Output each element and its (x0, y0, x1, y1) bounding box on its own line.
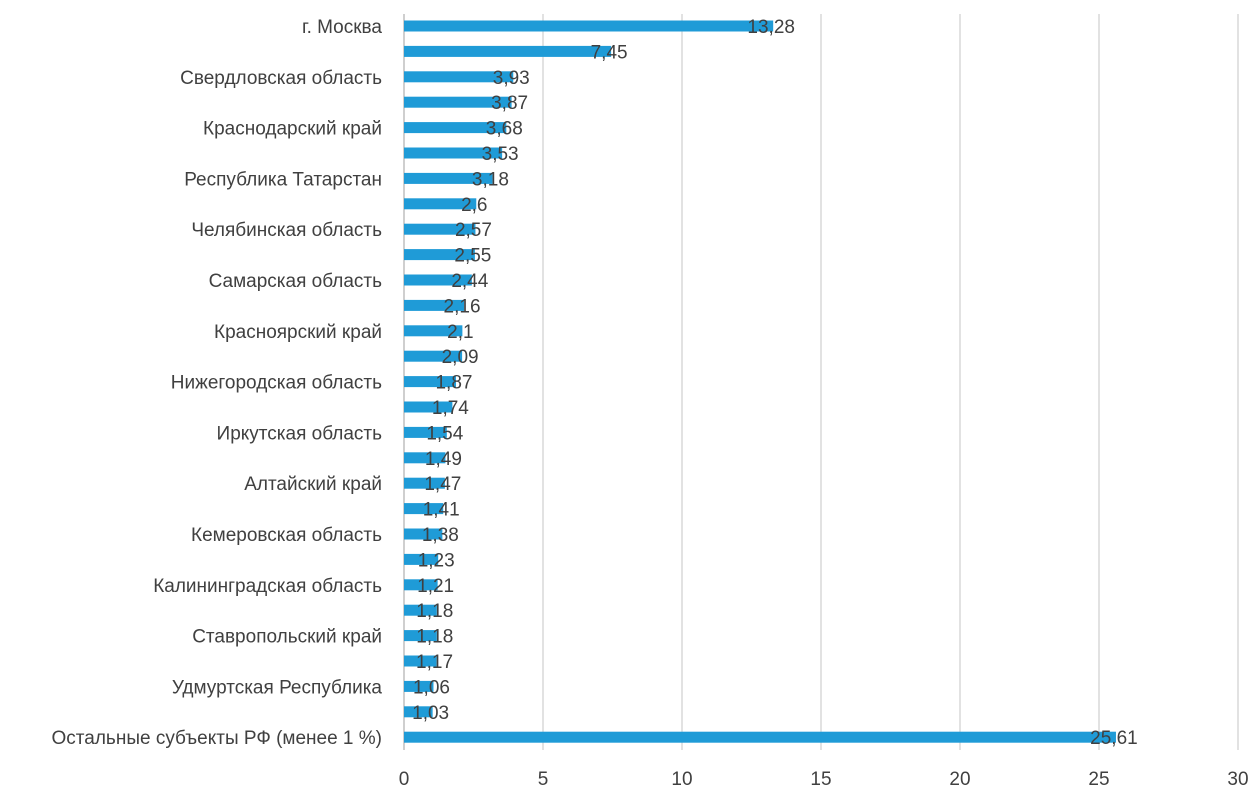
bar (404, 680, 434, 692)
data-label: 1,54 (426, 423, 463, 444)
x-tick-label: 25 (1088, 769, 1109, 789)
bar (404, 376, 456, 388)
bar (404, 655, 437, 667)
bars (404, 20, 1116, 743)
data-label: 1,38 (422, 525, 459, 546)
category-label: Краснодарский край (203, 119, 382, 140)
bar (404, 477, 445, 489)
data-label: 13,28 (747, 17, 795, 38)
x-tick-label: 20 (949, 769, 970, 789)
bar (404, 249, 475, 261)
data-label: 1,06 (413, 677, 450, 698)
data-label: 3,93 (493, 68, 530, 89)
bar (404, 630, 437, 642)
category-label: Иркутская область (217, 423, 383, 444)
bar (404, 122, 507, 134)
bar (404, 731, 1116, 743)
data-label: 1,18 (416, 627, 453, 648)
category-label: Свердловская область (180, 68, 382, 89)
data-label: 1,74 (432, 398, 469, 419)
data-label: 2,1 (447, 322, 473, 343)
category-label: Кемеровская область (191, 525, 382, 546)
category-label: Нижегородская область (171, 373, 382, 394)
x-tick-labels: 0 5 10 15 20 25 30 (399, 769, 1249, 790)
bar (404, 274, 472, 286)
bar (404, 147, 503, 159)
data-label: 1,21 (417, 576, 454, 597)
data-label: 2,57 (455, 220, 492, 241)
data-label: 3,68 (486, 119, 523, 140)
data-label: 2,6 (461, 195, 487, 216)
category-label: Калининградская область (153, 576, 382, 597)
gridlines (403, 14, 1239, 750)
bar (404, 299, 465, 311)
data-labels: 13,28 7,45 3,93 3,87 3,68 3,53 3,18 2,6 2,57 2,55… (412, 17, 1138, 749)
data-label: 3,53 (482, 144, 519, 165)
x-tick-label: 0 (399, 769, 410, 789)
category-label: г. Москва (302, 17, 382, 38)
bar (404, 706, 433, 718)
data-label: 1,23 (418, 550, 455, 571)
category-label: Удмуртская Республика (172, 677, 383, 698)
bar (404, 172, 493, 184)
data-label: 1,41 (423, 500, 460, 521)
data-label: 1,18 (416, 601, 453, 622)
bar (404, 528, 443, 540)
data-label: 1,17 (416, 652, 453, 673)
bar (404, 325, 463, 337)
bar (404, 71, 514, 83)
x-tick-label: 10 (671, 769, 692, 789)
bar (404, 452, 446, 464)
data-label: 25,61 (1090, 728, 1138, 749)
data-label: 7,45 (591, 42, 628, 63)
data-label: 3,18 (472, 169, 509, 190)
category-label: Республика Татарстан (184, 169, 382, 190)
bar (404, 198, 477, 210)
data-label: 2,09 (442, 347, 479, 368)
bar (404, 503, 444, 515)
x-tick-label: 15 (810, 769, 831, 789)
category-label: Челябинская область (191, 220, 382, 241)
bar (404, 604, 437, 616)
bar (404, 401, 453, 413)
bar (404, 350, 463, 362)
category-label: Ставропольский край (192, 627, 382, 648)
category-labels: г. Москва Свердловская область Краснодарск… (52, 17, 383, 749)
bar (404, 553, 439, 565)
data-label: 1,87 (435, 373, 472, 394)
data-label: 2,55 (454, 246, 491, 267)
category-label: Алтайский край (244, 474, 382, 495)
x-tick-label: 5 (538, 769, 549, 789)
data-label: 3,87 (491, 93, 528, 114)
bar (404, 45, 612, 57)
data-label: 1,49 (425, 449, 462, 470)
bar (404, 20, 774, 32)
data-label: 2,44 (451, 271, 488, 292)
category-label: Самарская область (209, 271, 383, 292)
x-tick-label: 30 (1227, 769, 1248, 789)
category-label: Остальные субъекты РФ (менее 1 %) (52, 728, 383, 749)
data-label: 2,16 (444, 296, 481, 317)
data-label: 1,03 (412, 703, 449, 724)
bar (404, 579, 438, 591)
bar (404, 223, 476, 235)
bar (404, 426, 447, 438)
bar (404, 96, 512, 108)
data-label: 1,47 (424, 474, 461, 495)
category-label: Красноярский край (214, 322, 382, 343)
